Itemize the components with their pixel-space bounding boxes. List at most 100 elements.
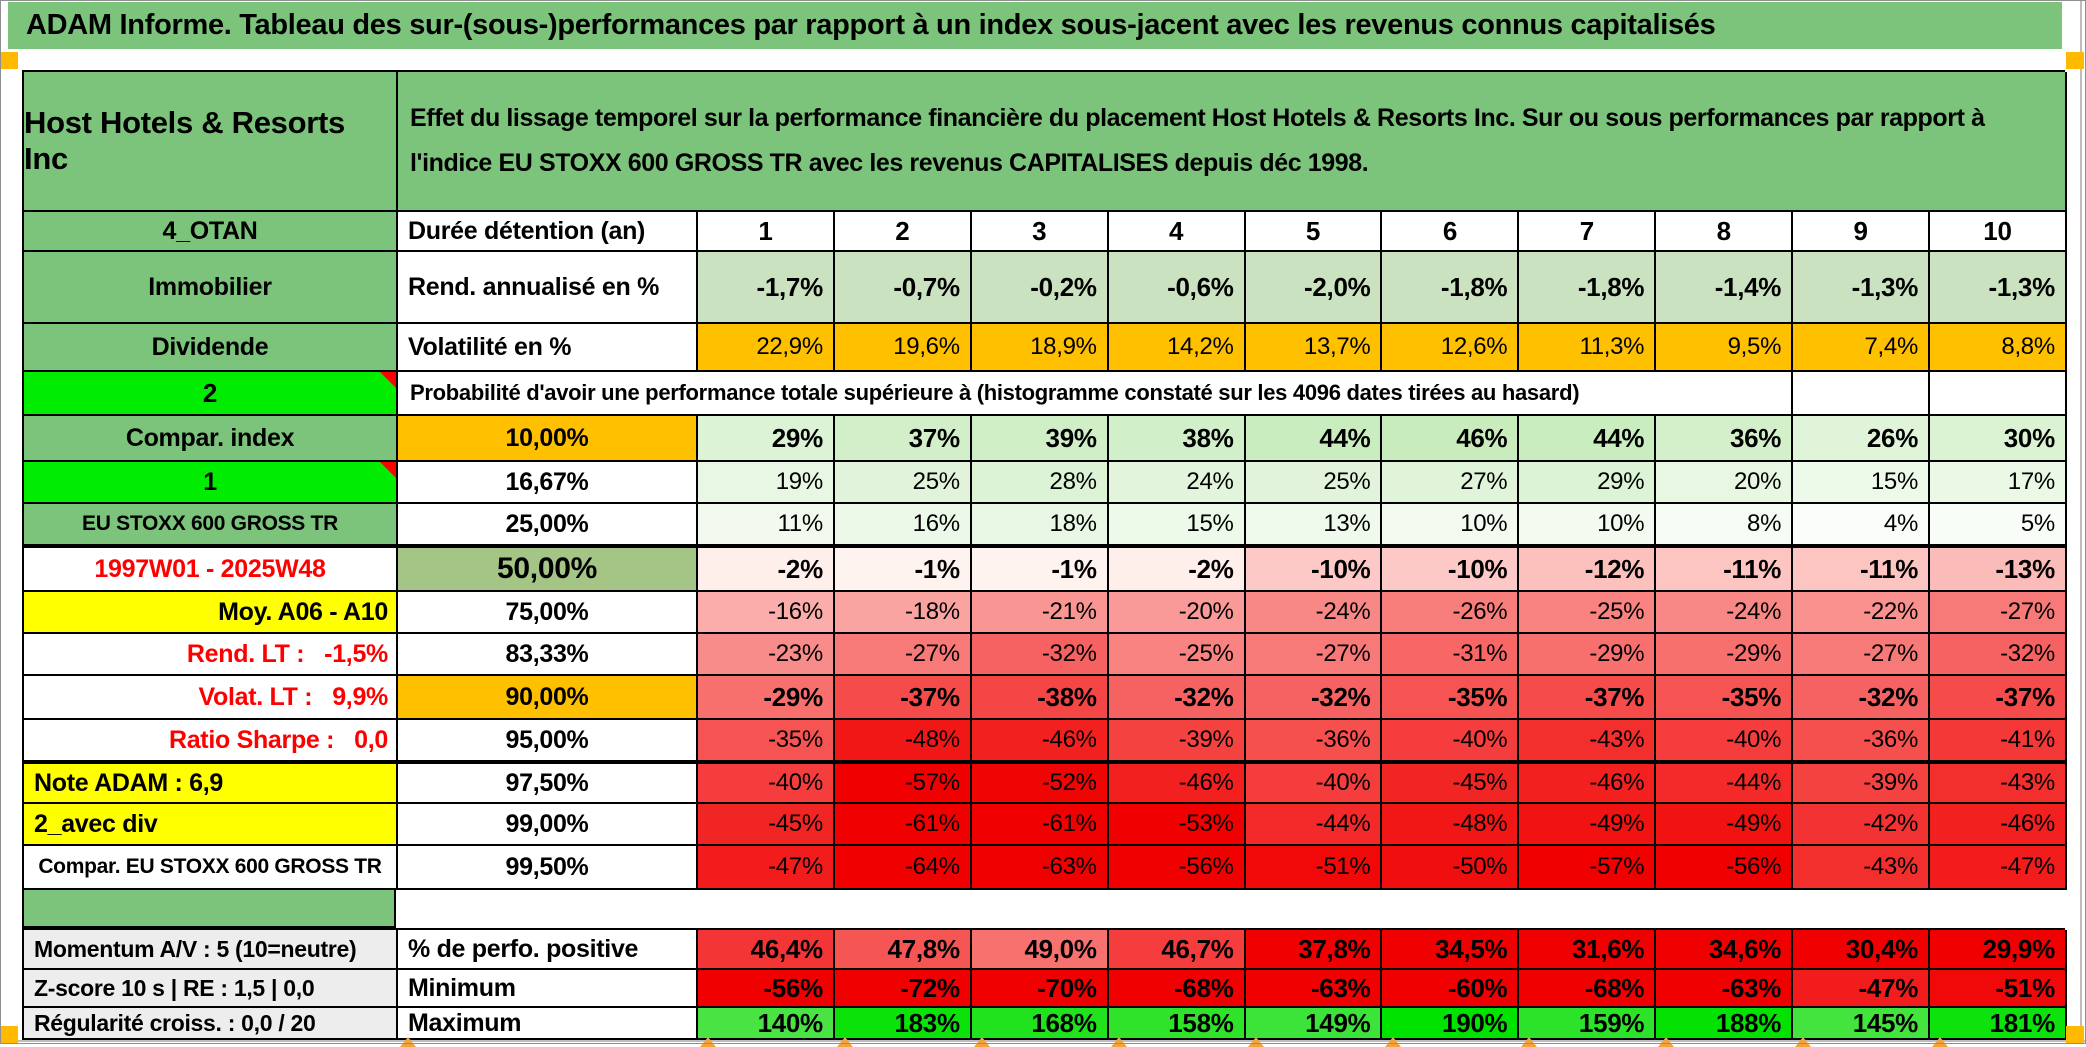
value-cell[interactable]: 188% — [1656, 1008, 1793, 1040]
value-cell[interactable]: -32% — [972, 634, 1109, 676]
value-cell[interactable]: -49% — [1656, 804, 1793, 846]
value-cell[interactable]: -0,7% — [835, 252, 972, 324]
threshold-cell[interactable]: 90,00% — [398, 676, 698, 720]
empty-cell[interactable] — [1930, 372, 2067, 416]
banner-label-cell[interactable]: 2 — [24, 372, 398, 416]
value-cell[interactable]: 19% — [698, 462, 835, 504]
value-cell[interactable]: -25% — [1519, 592, 1656, 634]
value-cell[interactable]: -1,8% — [1519, 252, 1656, 324]
value-cell[interactable]: -51% — [1930, 970, 2067, 1008]
threshold-cell[interactable]: 99,00% — [398, 804, 698, 846]
value-cell[interactable]: -12% — [1519, 546, 1656, 592]
value-cell[interactable]: 44% — [1246, 416, 1383, 462]
value-cell[interactable]: 159% — [1519, 1008, 1656, 1040]
value-cell[interactable]: -56% — [1109, 846, 1246, 890]
row-label-cell[interactable]: Compar. index — [24, 416, 398, 462]
value-cell[interactable]: -57% — [1519, 846, 1656, 890]
value-cell[interactable]: -16% — [698, 592, 835, 634]
row-label-cell[interactable]: 1 — [24, 462, 398, 504]
value-cell[interactable]: -40% — [1382, 720, 1519, 762]
value-cell[interactable]: -11% — [1656, 546, 1793, 592]
value-cell[interactable]: 18,9% — [972, 324, 1109, 372]
year-header-cell[interactable]: 3 — [972, 212, 1109, 252]
value-cell[interactable]: -49% — [1519, 804, 1656, 846]
value-cell[interactable]: 31,6% — [1519, 930, 1656, 970]
value-cell[interactable]: 25% — [1246, 462, 1383, 504]
value-cell[interactable]: -13% — [1930, 546, 2067, 592]
value-cell[interactable]: -46% — [972, 720, 1109, 762]
value-cell[interactable]: -32% — [1793, 676, 1930, 720]
value-cell[interactable]: 17% — [1930, 462, 2067, 504]
value-cell[interactable]: -25% — [1109, 634, 1246, 676]
value-cell[interactable]: 28% — [972, 462, 1109, 504]
value-cell[interactable]: -60% — [1382, 970, 1519, 1008]
value-cell[interactable]: -2,0% — [1246, 252, 1383, 324]
value-cell[interactable]: 10% — [1382, 504, 1519, 546]
threshold-cell[interactable]: 50,00% — [398, 546, 698, 592]
value-cell[interactable]: -32% — [1246, 676, 1383, 720]
metric-label-cell[interactable]: % de perfo. positive — [398, 930, 698, 970]
value-cell[interactable]: -27% — [1246, 634, 1383, 676]
value-cell[interactable]: -23% — [698, 634, 835, 676]
value-cell[interactable]: -43% — [1793, 846, 1930, 890]
value-cell[interactable]: -18% — [835, 592, 972, 634]
value-cell[interactable]: 46% — [1382, 416, 1519, 462]
value-cell[interactable]: -46% — [1930, 804, 2067, 846]
probability-banner-cell[interactable]: Probabilité d'avoir une performance tota… — [398, 372, 1793, 416]
value-cell[interactable]: -48% — [835, 720, 972, 762]
value-cell[interactable]: -36% — [1246, 720, 1383, 762]
value-cell[interactable]: 5% — [1930, 504, 2067, 546]
value-cell[interactable]: -43% — [1519, 720, 1656, 762]
value-cell[interactable]: 149% — [1246, 1008, 1383, 1040]
value-cell[interactable]: 20% — [1656, 462, 1793, 504]
value-cell[interactable]: -37% — [1519, 676, 1656, 720]
row-label-cell[interactable]: Immobilier — [24, 252, 398, 324]
value-cell[interactable]: -27% — [1930, 592, 2067, 634]
value-cell[interactable]: -31% — [1382, 634, 1519, 676]
value-cell[interactable]: -35% — [1656, 676, 1793, 720]
value-cell[interactable]: -22% — [1793, 592, 1930, 634]
value-cell[interactable]: -1,8% — [1382, 252, 1519, 324]
empty-cell[interactable] — [1793, 372, 1930, 416]
row-label-cell[interactable]: Dividende — [24, 324, 398, 372]
year-header-cell[interactable]: 4 — [1109, 212, 1246, 252]
value-cell[interactable]: 44% — [1519, 416, 1656, 462]
row-label-cell[interactable]: Note ADAM : 6,9 — [24, 762, 398, 804]
value-cell[interactable]: 11% — [698, 504, 835, 546]
value-cell[interactable]: -37% — [1930, 676, 2067, 720]
threshold-cell[interactable]: 75,00% — [398, 592, 698, 634]
threshold-cell[interactable]: 99,50% — [398, 846, 698, 890]
value-cell[interactable]: -1% — [972, 546, 1109, 592]
threshold-cell[interactable]: 10,00% — [398, 416, 698, 462]
value-cell[interactable]: 24% — [1109, 462, 1246, 504]
row-label-cell[interactable]: Volat. LT : 9,9% — [24, 676, 398, 720]
value-cell[interactable]: 19,6% — [835, 324, 972, 372]
threshold-cell[interactable]: 95,00% — [398, 720, 698, 762]
value-cell[interactable]: -20% — [1109, 592, 1246, 634]
value-cell[interactable]: 13% — [1246, 504, 1383, 546]
metric-label-cell[interactable]: Durée détention (an) — [398, 212, 698, 252]
value-cell[interactable]: 37,8% — [1246, 930, 1383, 970]
value-cell[interactable]: -0,6% — [1109, 252, 1246, 324]
value-cell[interactable]: -70% — [972, 970, 1109, 1008]
value-cell[interactable]: 11,3% — [1519, 324, 1656, 372]
value-cell[interactable]: -63% — [972, 846, 1109, 890]
value-cell[interactable]: -38% — [972, 676, 1109, 720]
metric-label-cell[interactable]: Maximum — [398, 1008, 698, 1040]
value-cell[interactable]: -2% — [1109, 546, 1246, 592]
value-cell[interactable]: -11% — [1793, 546, 1930, 592]
value-cell[interactable]: -1,4% — [1656, 252, 1793, 324]
value-cell[interactable]: -42% — [1793, 804, 1930, 846]
value-cell[interactable]: -46% — [1109, 762, 1246, 804]
value-cell[interactable]: 30% — [1930, 416, 2067, 462]
row-label-cell[interactable]: 1997W01 - 2025W48 — [24, 546, 398, 592]
value-cell[interactable]: 47,8% — [835, 930, 972, 970]
value-cell[interactable]: -63% — [1246, 970, 1383, 1008]
value-cell[interactable]: 15% — [1793, 462, 1930, 504]
value-cell[interactable]: -40% — [698, 762, 835, 804]
metric-label-cell[interactable]: Volatilité en % — [398, 324, 698, 372]
value-cell[interactable]: 10% — [1519, 504, 1656, 546]
year-header-cell[interactable]: 8 — [1656, 212, 1793, 252]
value-cell[interactable]: 34,6% — [1656, 930, 1793, 970]
value-cell[interactable]: -63% — [1656, 970, 1793, 1008]
